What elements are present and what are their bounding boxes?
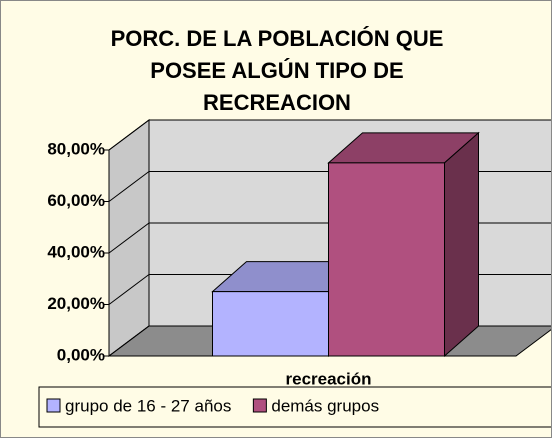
y-tick-label: 80,00%: [47, 139, 105, 158]
grid-line: [108, 274, 150, 305]
y-tick-label: 20,00%: [47, 294, 105, 313]
bar: [328, 162, 445, 357]
legend: [38, 386, 551, 428]
bar: [212, 291, 329, 357]
grid-line: [108, 119, 150, 151]
grid-line: [108, 171, 150, 202]
y-tick-label: 40,00%: [47, 242, 105, 261]
legend-swatch: [252, 398, 267, 413]
legend-label: demás grupos: [271, 396, 379, 415]
y-tick-label: 60,00%: [47, 191, 105, 210]
chart-title: PORC. DE LA POBLACIÓN QUE POSEE ALGÚN TI…: [110, 26, 444, 115]
y-tick-label: 0,00%: [57, 345, 105, 364]
legend-label: grupo de 16 - 27 años: [65, 396, 231, 415]
grid-line: [108, 222, 150, 254]
legend-swatch: [46, 398, 61, 413]
grid-line: [108, 325, 150, 357]
x-tick-label: recreación: [286, 369, 372, 388]
bar-side: [444, 131, 479, 358]
